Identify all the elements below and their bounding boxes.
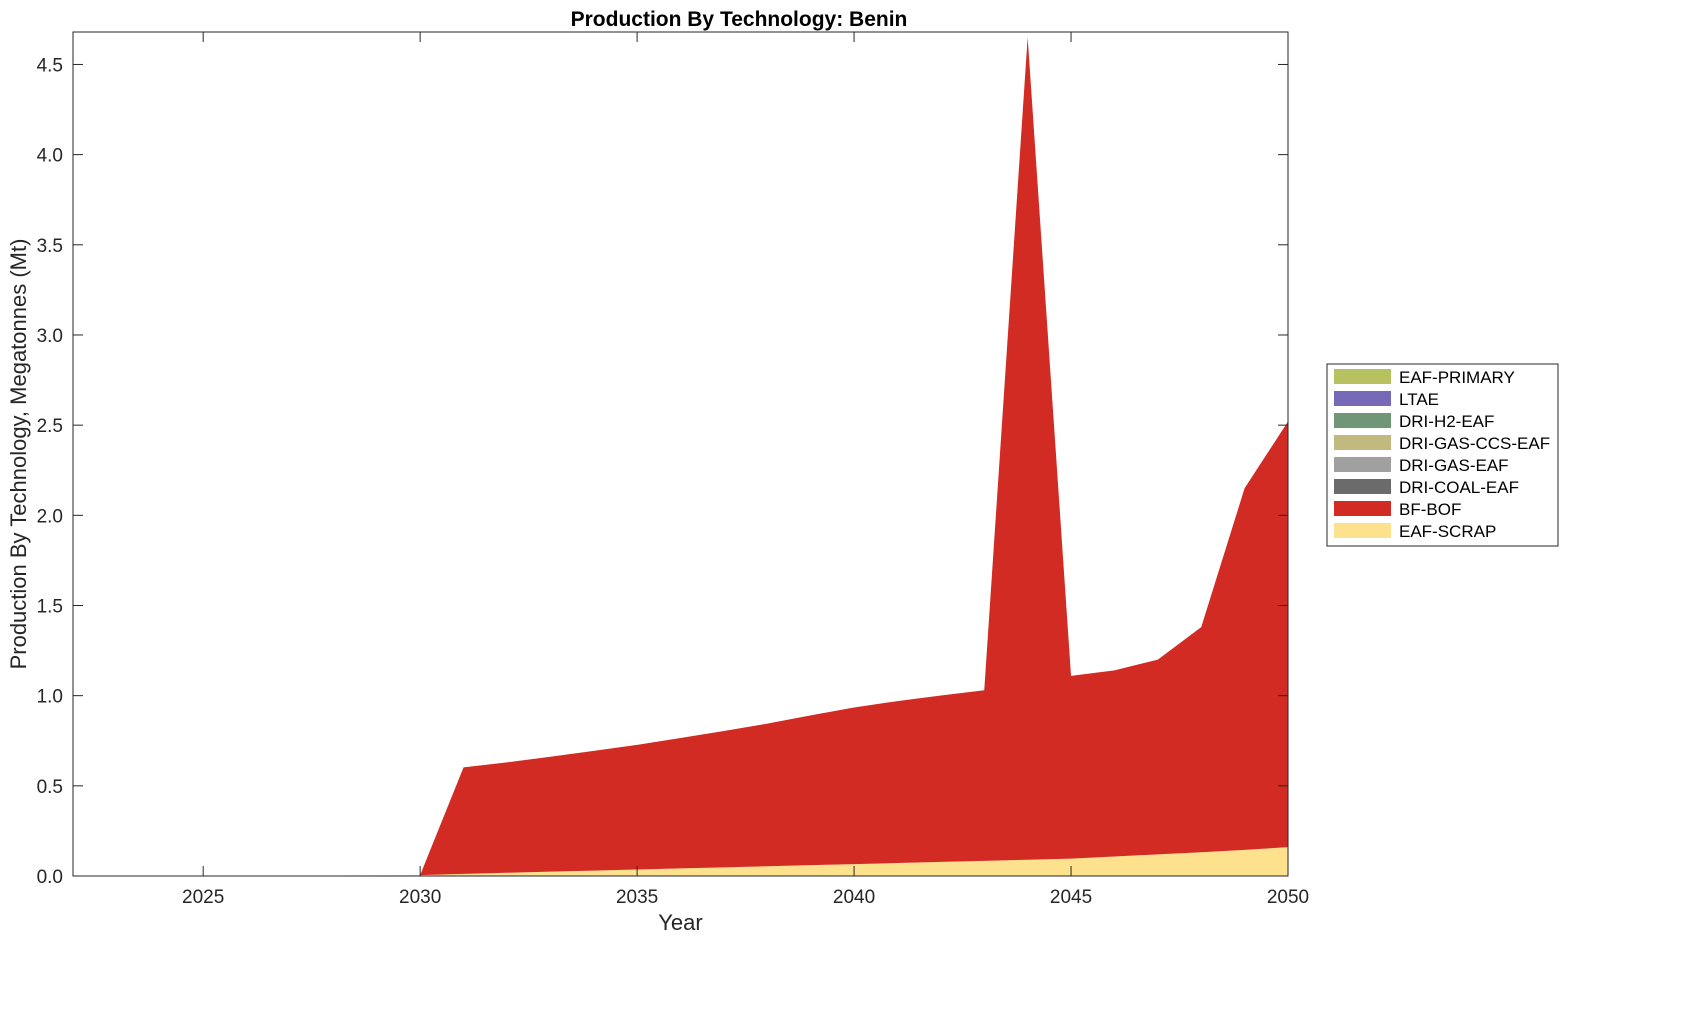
y-tick-label: 0.0 xyxy=(37,867,63,888)
y-tick-label: 2.5 xyxy=(37,416,63,437)
area-series-bf-bof xyxy=(73,37,1288,876)
y-tick-label: 2.0 xyxy=(37,506,63,527)
chart-title: Production By Technology: Benin xyxy=(571,8,908,31)
legend-label: EAF-SCRAP xyxy=(1399,522,1496,541)
x-axis-title: Year xyxy=(658,910,702,935)
legend-label: DRI-H2-EAF xyxy=(1399,412,1494,431)
legend-swatch xyxy=(1334,391,1391,406)
legend-swatch xyxy=(1334,479,1391,494)
y-tick-label: 1.5 xyxy=(37,596,63,617)
legend: EAF-PRIMARY LTAE DRI-H2-EAF DRI-GAS-CCS-EAF… xyxy=(1326,363,1559,547)
y-tick-label: 0.5 xyxy=(37,777,63,798)
axis-ticks: 2025 2030 2035 2040 2045 2050 0.0 0.5 1.0 1.5 2.0 2… xyxy=(37,32,1309,908)
legend-label: DRI-GAS-CCS-EAF xyxy=(1399,434,1550,453)
area-series-eaf-scrap xyxy=(73,847,1288,876)
legend-label: LTAE xyxy=(1399,390,1439,409)
y-axis-title: Production By Technology, Megatonnes (Mt… xyxy=(6,239,31,670)
x-tick-label: 2045 xyxy=(1050,887,1092,908)
x-tick-label: 2030 xyxy=(399,887,441,908)
y-tick-label: 3.0 xyxy=(37,326,63,347)
legend-swatch xyxy=(1334,501,1391,516)
legend-label: DRI-GAS-EAF xyxy=(1399,456,1509,475)
x-tick-label: 2050 xyxy=(1267,887,1309,908)
y-tick-label: 1.0 xyxy=(37,687,63,708)
y-tick-label: 3.5 xyxy=(37,236,63,257)
legend-label: BF-BOF xyxy=(1399,500,1461,519)
legend-label: DRI-COAL-EAF xyxy=(1399,478,1519,497)
legend-swatch xyxy=(1334,369,1391,384)
legend-swatch xyxy=(1334,413,1391,428)
axes-box xyxy=(72,31,1289,877)
legend-swatch xyxy=(1334,523,1391,538)
y-tick-label: 4.0 xyxy=(37,146,63,167)
legend-label: EAF-PRIMARY xyxy=(1399,368,1515,387)
x-tick-label: 2040 xyxy=(833,887,875,908)
legend-swatch xyxy=(1334,457,1391,472)
x-tick-label: 2025 xyxy=(182,887,224,908)
y-tick-label: 4.5 xyxy=(37,55,63,76)
legend-swatch xyxy=(1334,435,1391,450)
x-tick-label: 2035 xyxy=(616,887,658,908)
plot-area xyxy=(73,37,1288,876)
